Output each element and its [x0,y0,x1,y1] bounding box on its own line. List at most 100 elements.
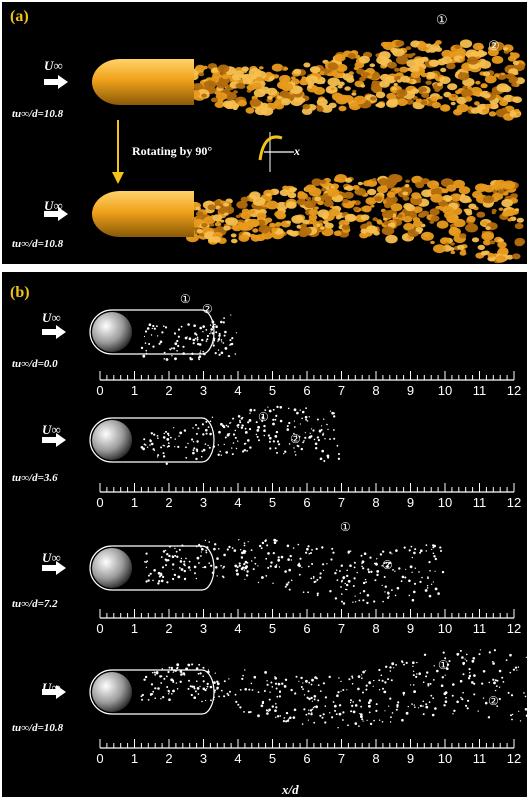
particle [213,340,215,342]
particle [179,432,182,435]
row3-tick-label: 7 [338,621,345,636]
particle [341,580,343,582]
panel-a-label: (a) [10,8,29,26]
wake-blob [380,74,390,81]
row2-tick-label: 3 [200,495,207,510]
particle [245,551,247,553]
row2-nose-sphere [92,420,132,460]
particle [348,580,351,583]
particle [216,689,217,690]
wake-blob [452,95,456,98]
particle [369,557,371,559]
row1-tick-label: 2 [165,383,172,398]
wake-blob [431,96,438,101]
particle [304,437,306,439]
particle [414,548,416,550]
wake-blob [376,92,386,99]
particle [148,343,150,345]
row1-tick-label: 1 [131,383,138,398]
particle [154,674,156,676]
particle [430,695,432,697]
particle [495,679,497,681]
particle [145,444,147,446]
particle [411,703,413,705]
particle [257,565,258,566]
wake-blob [243,79,251,85]
wake-blob [300,227,312,236]
wake-blob [256,234,266,241]
particle [251,683,253,685]
particle [273,552,275,554]
particle [434,665,435,666]
particle [452,695,454,697]
particle [206,340,208,342]
wake-blob [197,229,203,233]
particle [293,447,294,448]
wake-blob [376,219,382,223]
particle [143,438,145,440]
row3-tick-label: 4 [234,621,241,636]
particle [251,549,253,551]
wake-blob [481,221,488,226]
particle [226,425,228,427]
particle [365,581,367,583]
wake-blob [478,245,485,250]
particle [213,445,215,447]
wake-blob [497,83,510,92]
particle [406,712,409,715]
particle [357,572,358,573]
row3-particles [144,539,444,605]
particle [304,694,305,695]
wake-blob [370,96,376,100]
row3-tick-label: 5 [269,621,276,636]
row3-tick-label: 9 [407,621,414,636]
particle [391,662,394,665]
row3-tick-label: 11 [473,621,487,636]
particle [244,569,245,570]
particle [283,453,284,454]
wake-blob [429,60,439,67]
particle [234,549,237,552]
row1-tick-label: 8 [372,383,379,398]
wake-blob [445,242,449,245]
particle [300,423,301,424]
particle [146,350,148,352]
particle [419,581,421,583]
particle [308,566,310,568]
particle [391,589,393,591]
wake-blob [323,220,329,224]
wake-blob [314,197,321,202]
wake-blob [428,47,436,53]
particle [288,408,290,410]
wake-blob [372,81,376,84]
particle [286,712,288,714]
particle [160,675,162,677]
particle [243,567,245,569]
particle [161,556,163,558]
wake-blob [280,189,290,196]
wake-blob [460,195,471,203]
particle [286,583,289,586]
particle [441,550,442,551]
particle [212,326,215,329]
wake-blob [293,69,301,75]
wake-blob [377,102,386,108]
particle [341,601,343,603]
row2-tick-label: 0 [96,495,103,510]
particle [336,713,338,715]
particle [418,672,421,675]
particle [317,436,319,438]
particle [157,435,159,437]
row3-tick-label: 12 [507,621,521,636]
row4-marker-2: ② [488,694,499,709]
particle [361,566,363,568]
wake-blob [218,65,230,73]
particle [379,689,380,690]
particle [311,712,312,713]
particle [360,715,363,718]
wake-blob [411,192,421,199]
particle [463,663,465,665]
particle [223,342,225,344]
particle [380,553,382,555]
particle [261,547,263,549]
